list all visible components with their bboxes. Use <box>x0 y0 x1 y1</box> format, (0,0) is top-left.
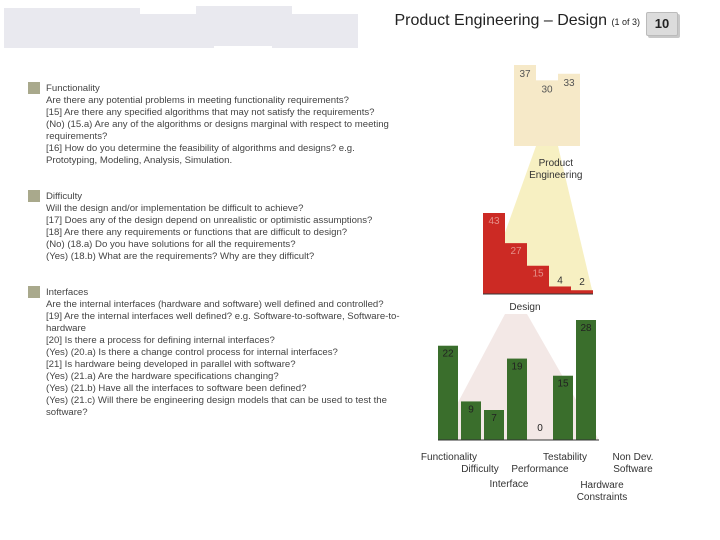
bar-value-label: 22 <box>442 349 454 360</box>
product-engineering-bar <box>558 73 580 146</box>
design-bar <box>571 290 593 294</box>
subcategory-bar <box>438 345 458 440</box>
section-heading: Difficulty <box>46 191 83 202</box>
bar-value-label: 2 <box>579 277 585 288</box>
category-label: Performance <box>511 464 569 475</box>
bar-value-label: 19 <box>511 362 523 373</box>
product-engineering-bar <box>536 80 558 146</box>
bar-value-label: 0 <box>537 423 543 434</box>
subcategory-bar <box>484 410 504 440</box>
section-bullet-icon <box>28 190 40 202</box>
design-bar <box>549 286 571 294</box>
design-bar <box>527 265 549 294</box>
section-line: (Yes) (21.a) Are the hardware specificat… <box>46 371 279 382</box>
section-line: (Yes) (21.c) Will there be engineering d… <box>46 395 387 406</box>
subcategory-bar <box>461 401 481 440</box>
bar-value-label: 33 <box>563 78 575 89</box>
section-line: Prototyping, Modeling, Analysis, Simulat… <box>46 155 233 166</box>
subcategory-bar <box>553 375 573 440</box>
category-label: Non Dev. <box>613 452 654 463</box>
bar-value-label: 37 <box>519 69 531 80</box>
page-title: Product Engineering – Design (1 of 3) <box>0 12 640 30</box>
category-label: Testability <box>543 452 587 463</box>
subcategory-bar <box>507 358 527 440</box>
bar-value-label: 43 <box>488 216 500 227</box>
section-line: [19] Are the internal interfaces well de… <box>46 311 400 322</box>
section-heading: Functionality <box>46 83 100 94</box>
header-decoration-block <box>4 8 140 48</box>
bar-value-label: 15 <box>532 269 544 280</box>
header-decoration-block <box>272 14 358 48</box>
bar-value-label: 7 <box>491 413 497 424</box>
category-label: Interface <box>490 479 529 490</box>
subcategory-bar <box>576 320 596 440</box>
section-line: hardware <box>46 323 86 334</box>
section-line: [15] Are there any specified algorithms … <box>46 107 375 118</box>
section-interfaces: Interfaces Are the internal interfaces (… <box>46 287 400 419</box>
category-label: Design <box>509 302 540 313</box>
bar-value-label: 28 <box>580 323 592 334</box>
category-label: Functionality <box>421 452 477 463</box>
section-line: Are the internal interfaces (hardware an… <box>46 299 384 310</box>
section-line: [16] How do you determine the feasibilit… <box>46 143 355 154</box>
section-difficulty: Difficulty Will the design and/or implem… <box>46 191 372 263</box>
design-bar <box>505 243 527 294</box>
section-line: [18] Are there any requirements or funct… <box>46 227 348 238</box>
bar-value-label: 9 <box>468 404 474 415</box>
product-engineering-bar <box>514 65 536 146</box>
section-line: software? <box>46 407 88 418</box>
bar-value-label: 15 <box>557 379 569 390</box>
category-label: Hardware <box>580 480 624 491</box>
category-label: Product <box>539 158 574 169</box>
design-bar <box>483 213 505 294</box>
category-label: Constraints <box>577 492 628 503</box>
section-line: [20] Is there a process for defining int… <box>46 335 275 346</box>
section-line: [21] Is hardware being developed in para… <box>46 359 296 370</box>
category-label: Engineering <box>529 170 582 181</box>
section-line: requirements? <box>46 131 108 142</box>
section-line: (Yes) (18.b) What are the requirements? … <box>46 251 315 262</box>
section-line: (No) (15.a) Are any of the algorithms or… <box>46 119 389 130</box>
section-functionality: Functionality Are there any potential pr… <box>46 83 389 167</box>
bar-value-label: 4 <box>557 275 563 286</box>
section-line: Are there any potential problems in meet… <box>46 95 349 106</box>
bar-value-label: 27 <box>510 246 522 257</box>
section-heading: Interfaces <box>46 287 89 298</box>
section-line: (Yes) (21.b) Have all the interfaces to … <box>46 383 307 394</box>
section-line: Will the design and/or implementation be… <box>46 203 304 214</box>
section-bullet-icon <box>28 286 40 298</box>
category-label: Difficulty <box>461 464 499 475</box>
category-label: Software <box>613 464 653 475</box>
title-subtitle: (1 of 3) <box>611 17 640 27</box>
title-text: Product Engineering – Design <box>394 12 608 29</box>
page-number-badge: 10 <box>646 12 678 36</box>
section-line: [17] Does any of the design depend on un… <box>46 215 373 226</box>
section-bullet-icon <box>28 82 40 94</box>
bar-value-label: 30 <box>541 84 553 95</box>
section-line: (Yes) (20.a) Is there a change control p… <box>46 347 338 358</box>
section-line: (No) (18.a) Do you have solutions for al… <box>46 239 296 250</box>
